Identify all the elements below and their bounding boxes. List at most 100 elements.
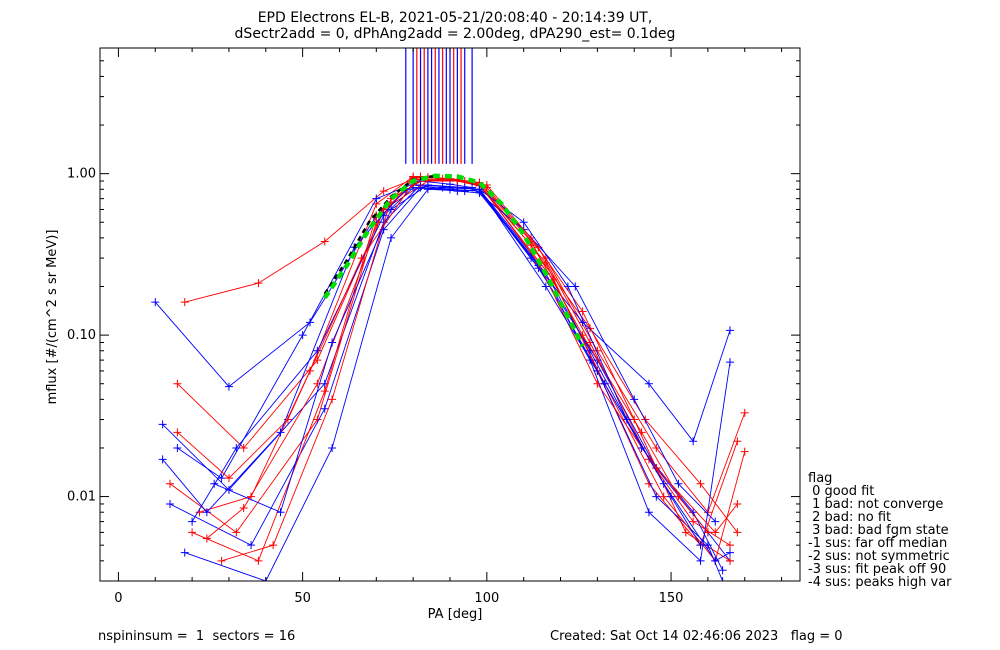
flag-legend: flag 0 good fit 1 bad: not converge 2 ba… (808, 471, 952, 590)
data-point (519, 218, 528, 227)
series-11 (188, 183, 727, 575)
data-point (188, 528, 197, 537)
data-point (320, 237, 329, 246)
data-point (217, 474, 226, 483)
legend-header: flag (808, 471, 832, 486)
data-point (232, 443, 241, 452)
series-line (184, 188, 724, 581)
data-point (239, 503, 248, 512)
series-line (177, 179, 746, 514)
series-line (191, 176, 731, 562)
data-point (593, 379, 602, 388)
data-point (726, 358, 734, 367)
data-point (726, 556, 734, 565)
data-point (180, 548, 189, 557)
chart-title: EPD Electrons EL-B, 2021-05-21/20:08:40 … (258, 10, 653, 26)
y-tick-label: 0.10 (67, 328, 96, 343)
series-line (206, 180, 731, 546)
data-point (210, 479, 219, 488)
data-point (652, 492, 661, 501)
data-point (328, 338, 337, 347)
plot-area (151, 48, 749, 581)
data-point (659, 492, 668, 501)
series-5 (166, 183, 734, 565)
fit-dashed-line (322, 173, 585, 348)
data-point (423, 181, 432, 190)
data-point (622, 415, 631, 424)
data-point (733, 499, 742, 508)
data-point (726, 541, 734, 550)
data-point (571, 282, 580, 291)
data-point (328, 443, 337, 452)
series-line (221, 176, 709, 562)
data-point (726, 326, 734, 335)
series-6 (188, 173, 734, 565)
data-point (586, 324, 594, 333)
data-point (313, 346, 322, 355)
plot-content (151, 48, 749, 581)
x-axis-label: PA [deg] (428, 607, 483, 622)
legend-item-far-off-median: -1 sus: far off median (808, 536, 947, 551)
data-point (202, 534, 211, 543)
series-line (191, 187, 724, 571)
data-point (372, 194, 381, 203)
data-point (180, 298, 189, 307)
x-tick-label: 150 (659, 591, 684, 606)
data-point (578, 331, 587, 340)
x-tick-label: 50 (294, 591, 311, 606)
footer-left: nspininsum = 1 sectors = 16 (98, 629, 295, 644)
data-point (224, 474, 233, 483)
chart-subtitle: dSectr2add = 0, dPhAng2add = 2.00deg, dP… (235, 26, 676, 42)
series-line (154, 184, 731, 562)
data-point (276, 508, 285, 517)
data-point (158, 455, 167, 464)
data-point (320, 404, 329, 413)
data-point (320, 379, 329, 388)
series-line (169, 178, 738, 547)
data-point (600, 379, 609, 388)
y-tick-label: 1.00 (67, 167, 96, 182)
data-point (696, 541, 705, 550)
legend-item-no-fit: 2 bad: no fit (808, 510, 891, 525)
data-point (158, 420, 167, 429)
data-point (689, 517, 698, 526)
data-point (641, 415, 650, 424)
series-2 (173, 175, 749, 517)
data-point (644, 508, 653, 517)
data-point (696, 556, 705, 565)
data-point (674, 492, 683, 501)
y-axis-label: mflux [#/(cm^2 s sr MeV)] (45, 230, 60, 405)
data-point (387, 233, 396, 242)
data-point (718, 577, 727, 581)
data-point (689, 437, 698, 446)
data-point (733, 528, 742, 537)
series-line (162, 184, 731, 491)
series-line (162, 187, 731, 562)
series-15 (158, 183, 734, 565)
data-point (659, 479, 668, 488)
axes: 0 50 100 150 0.01 0.10 1.00 (67, 47, 801, 606)
data-point (173, 428, 182, 437)
data-point (541, 282, 550, 291)
data-point (254, 279, 263, 288)
data-point (173, 379, 182, 388)
data-point (254, 556, 263, 565)
data-point (578, 307, 587, 316)
data-point (173, 443, 182, 452)
data-point (740, 447, 749, 456)
series-line (169, 187, 731, 562)
data-point (438, 174, 447, 183)
data-point (696, 479, 705, 488)
data-point (379, 187, 388, 196)
footer-right: Created: Sat Oct 14 02:46:06 2023 flag =… (550, 629, 843, 644)
legend-item-fit-peak-off-90: -3 sus: fit peak off 90 (808, 562, 946, 577)
data-point (718, 566, 727, 575)
legend-item-not-symmetric: -2 sus: not symmetric (808, 549, 950, 564)
data-point (202, 508, 211, 517)
data-point (711, 556, 720, 565)
data-point (224, 382, 233, 391)
data-point (320, 387, 329, 396)
data-point (276, 428, 285, 437)
data-point (726, 548, 734, 557)
